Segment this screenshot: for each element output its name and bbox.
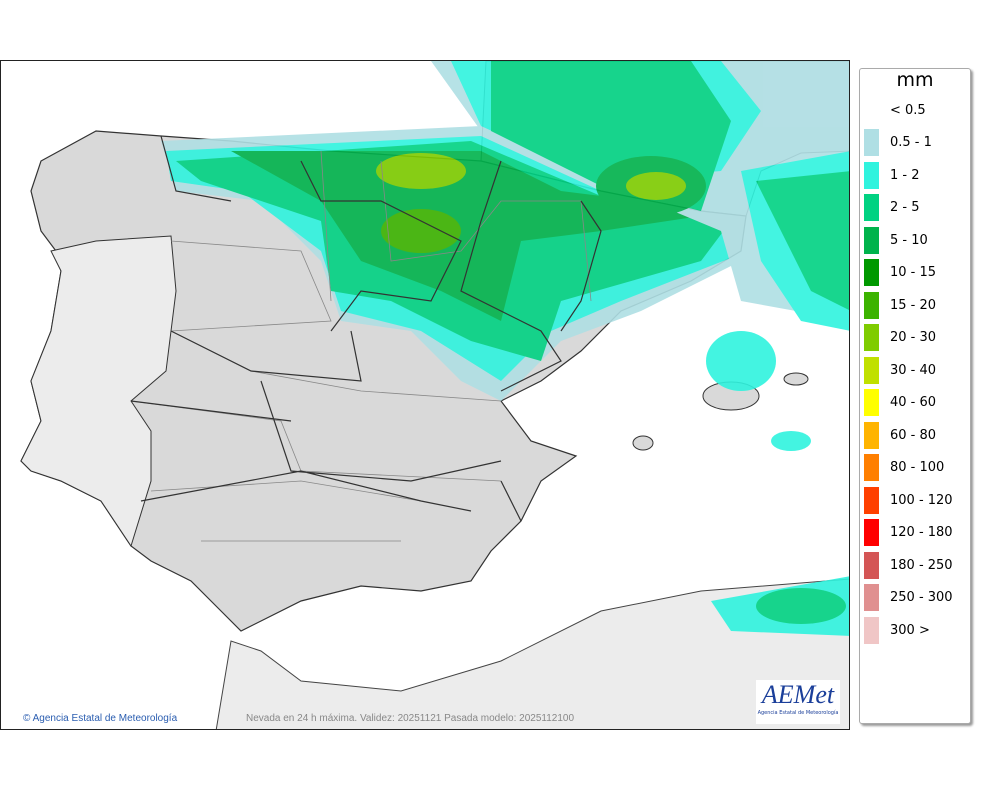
legend-item: 2 - 5 [864, 194, 920, 222]
map-caption: Nevada en 24 h máxima. Validez: 20251121… [246, 713, 575, 724]
legend-item: 0.5 - 1 [864, 129, 932, 157]
legend-swatch [864, 551, 879, 579]
legend-unit: mm [896, 69, 934, 91]
legend-swatch [864, 389, 879, 416]
legend-swatch [864, 226, 879, 254]
region-borders [130, 150, 592, 542]
legend-swatch [864, 194, 879, 221]
legend-item: 80 - 100 [864, 454, 944, 482]
legend-swatch [864, 454, 879, 481]
legend-swatch [864, 421, 879, 449]
legend-label: 120 - 180 [890, 525, 953, 540]
logo-text: AEMet [761, 680, 835, 709]
legend-swatch [864, 584, 879, 611]
legend-swatch [864, 291, 879, 319]
legend-swatch [864, 324, 879, 351]
copyright-icon: © [23, 713, 31, 724]
legend-item: 180 - 250 [864, 551, 953, 579]
snowfall-map: © Agencia Estatal de Meteorología Nevada… [0, 60, 850, 730]
legend-swatch [864, 161, 879, 189]
legend-label: < 0.5 [890, 102, 926, 118]
copyright-credit: © Agencia Estatal de Meteorología [23, 713, 177, 724]
legend-item: 300 > [864, 616, 930, 644]
legend-label: 300 > [890, 622, 930, 638]
legend-label: 60 - 80 [890, 427, 937, 443]
legend-item: 15 - 20 [864, 291, 936, 319]
legend-item: 1 - 2 [864, 161, 920, 189]
legend-item: 10 - 15 [864, 259, 936, 287]
community-borders [130, 135, 602, 522]
legend-label: 5 - 10 [890, 232, 928, 248]
legend-label: 80 - 100 [890, 460, 945, 475]
legend-label: 1 - 2 [890, 167, 920, 183]
legend-swatch [864, 356, 879, 384]
legend-item: 100 - 120 [864, 486, 953, 514]
legend-label: 30 - 40 [890, 362, 937, 378]
legend-swatch [864, 97, 879, 124]
legend-swatch [864, 486, 879, 514]
legend-swatch [864, 129, 879, 156]
legend-swatch [864, 519, 879, 546]
portugal [20, 235, 177, 548]
legend-label: 10 - 15 [890, 265, 937, 280]
legend-swatch [864, 259, 879, 286]
legend-label: 180 - 250 [890, 557, 953, 573]
legend-item: 60 - 80 [864, 421, 936, 449]
legend-label: 100 - 120 [890, 492, 953, 508]
credit-text: Agencia Estatal de Meteorología [32, 713, 178, 724]
legend-item: 40 - 60 [864, 389, 936, 417]
legend-label: 40 - 60 [890, 395, 937, 410]
snow-areas [161, 61, 849, 636]
aemet-logo: AEMet Agencia Estatal de Meteorología [756, 680, 840, 724]
legend-item: 250 - 300 [864, 584, 953, 612]
legend-item: 120 - 180 [864, 519, 953, 547]
legend-item: < 0.5 [864, 96, 926, 124]
legend: mm < 0.5 0.5 - 1 1 - 2 2 - 5 5 - 10 10 - 15 15… [859, 68, 971, 724]
legend-item: 5 - 10 [864, 226, 928, 254]
legend-item: 20 - 30 [864, 324, 936, 352]
menorca [783, 372, 809, 386]
logo-subtext: Agencia Estatal de Meteorología [757, 710, 839, 716]
legend-label: 15 - 20 [890, 297, 937, 313]
legend-item: 30 - 40 [864, 356, 936, 384]
legend-swatch [864, 616, 879, 644]
legend-label: 20 - 30 [890, 330, 937, 345]
africa-land [215, 578, 849, 729]
legend-label: 2 - 5 [890, 200, 920, 215]
map-canvas [20, 61, 849, 729]
legend-label: 0.5 - 1 [890, 135, 932, 150]
legend-label: 250 - 300 [890, 590, 953, 605]
ibiza [632, 435, 654, 451]
